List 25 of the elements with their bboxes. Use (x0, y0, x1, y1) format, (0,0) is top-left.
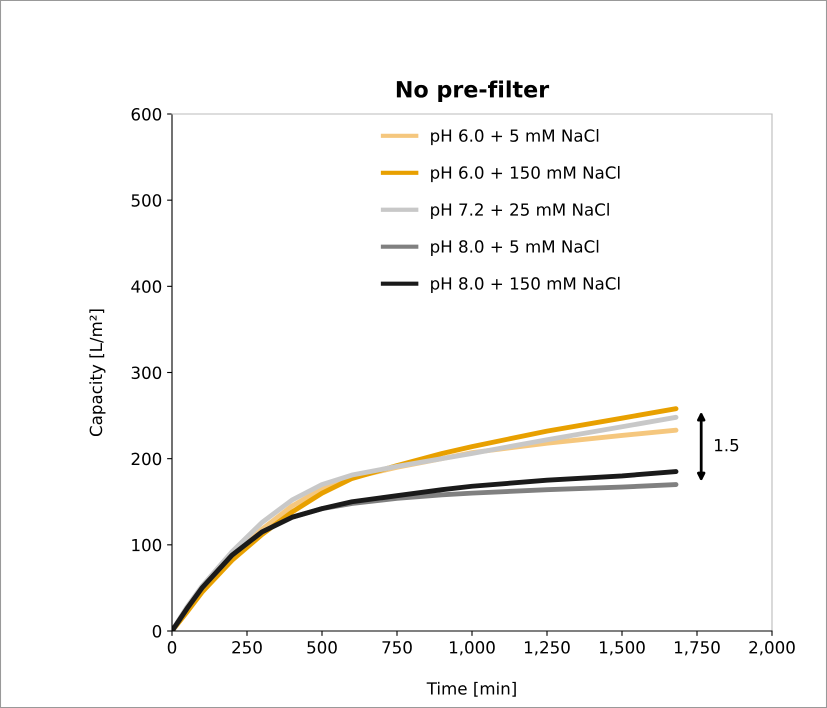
x-tick-label: 1,000 (450, 641, 495, 656)
legend-label: pH 8.0 + 5 mM NaCl (431, 240, 598, 256)
chart-title: No pre-filter (396, 80, 550, 102)
x-tick-label: 250 (232, 641, 262, 654)
x-axis-title: Time [min] (426, 682, 516, 697)
y-tick-label: 300 (132, 366, 162, 380)
y-tick-label: 0 (152, 624, 162, 638)
y-axis-title: Capacity [L/m²] (89, 309, 106, 436)
x-tick-label: 1,750 (674, 641, 720, 656)
y-tick-label: 500 (132, 194, 162, 207)
x-tick-label: 2,000 (749, 641, 795, 656)
annotation: 1.5 (715, 439, 738, 452)
x-tick-label: 750 (382, 641, 412, 654)
legend-label: pH 8.0 + 150 mM NaCl (431, 276, 620, 293)
x-tick-label: 1,500 (600, 641, 645, 656)
y-tick-label: 200 (132, 452, 162, 466)
x-tick-label: 500 (307, 641, 337, 654)
x-tick-label: 0 (168, 641, 176, 654)
legend-label: pH 6.0 + 5 mM NaCl (431, 129, 598, 146)
y-tick-label: 600 (132, 108, 162, 121)
legend-label: pH 7.2 + 25 mM NaCl (431, 202, 609, 220)
y-tick-label: 100 (132, 538, 162, 552)
x-tick-label: 1,250 (524, 641, 570, 656)
legend-label: pH 6.0 + 150 mM NaCl (431, 166, 620, 182)
y-tick-label: 400 (131, 280, 162, 293)
